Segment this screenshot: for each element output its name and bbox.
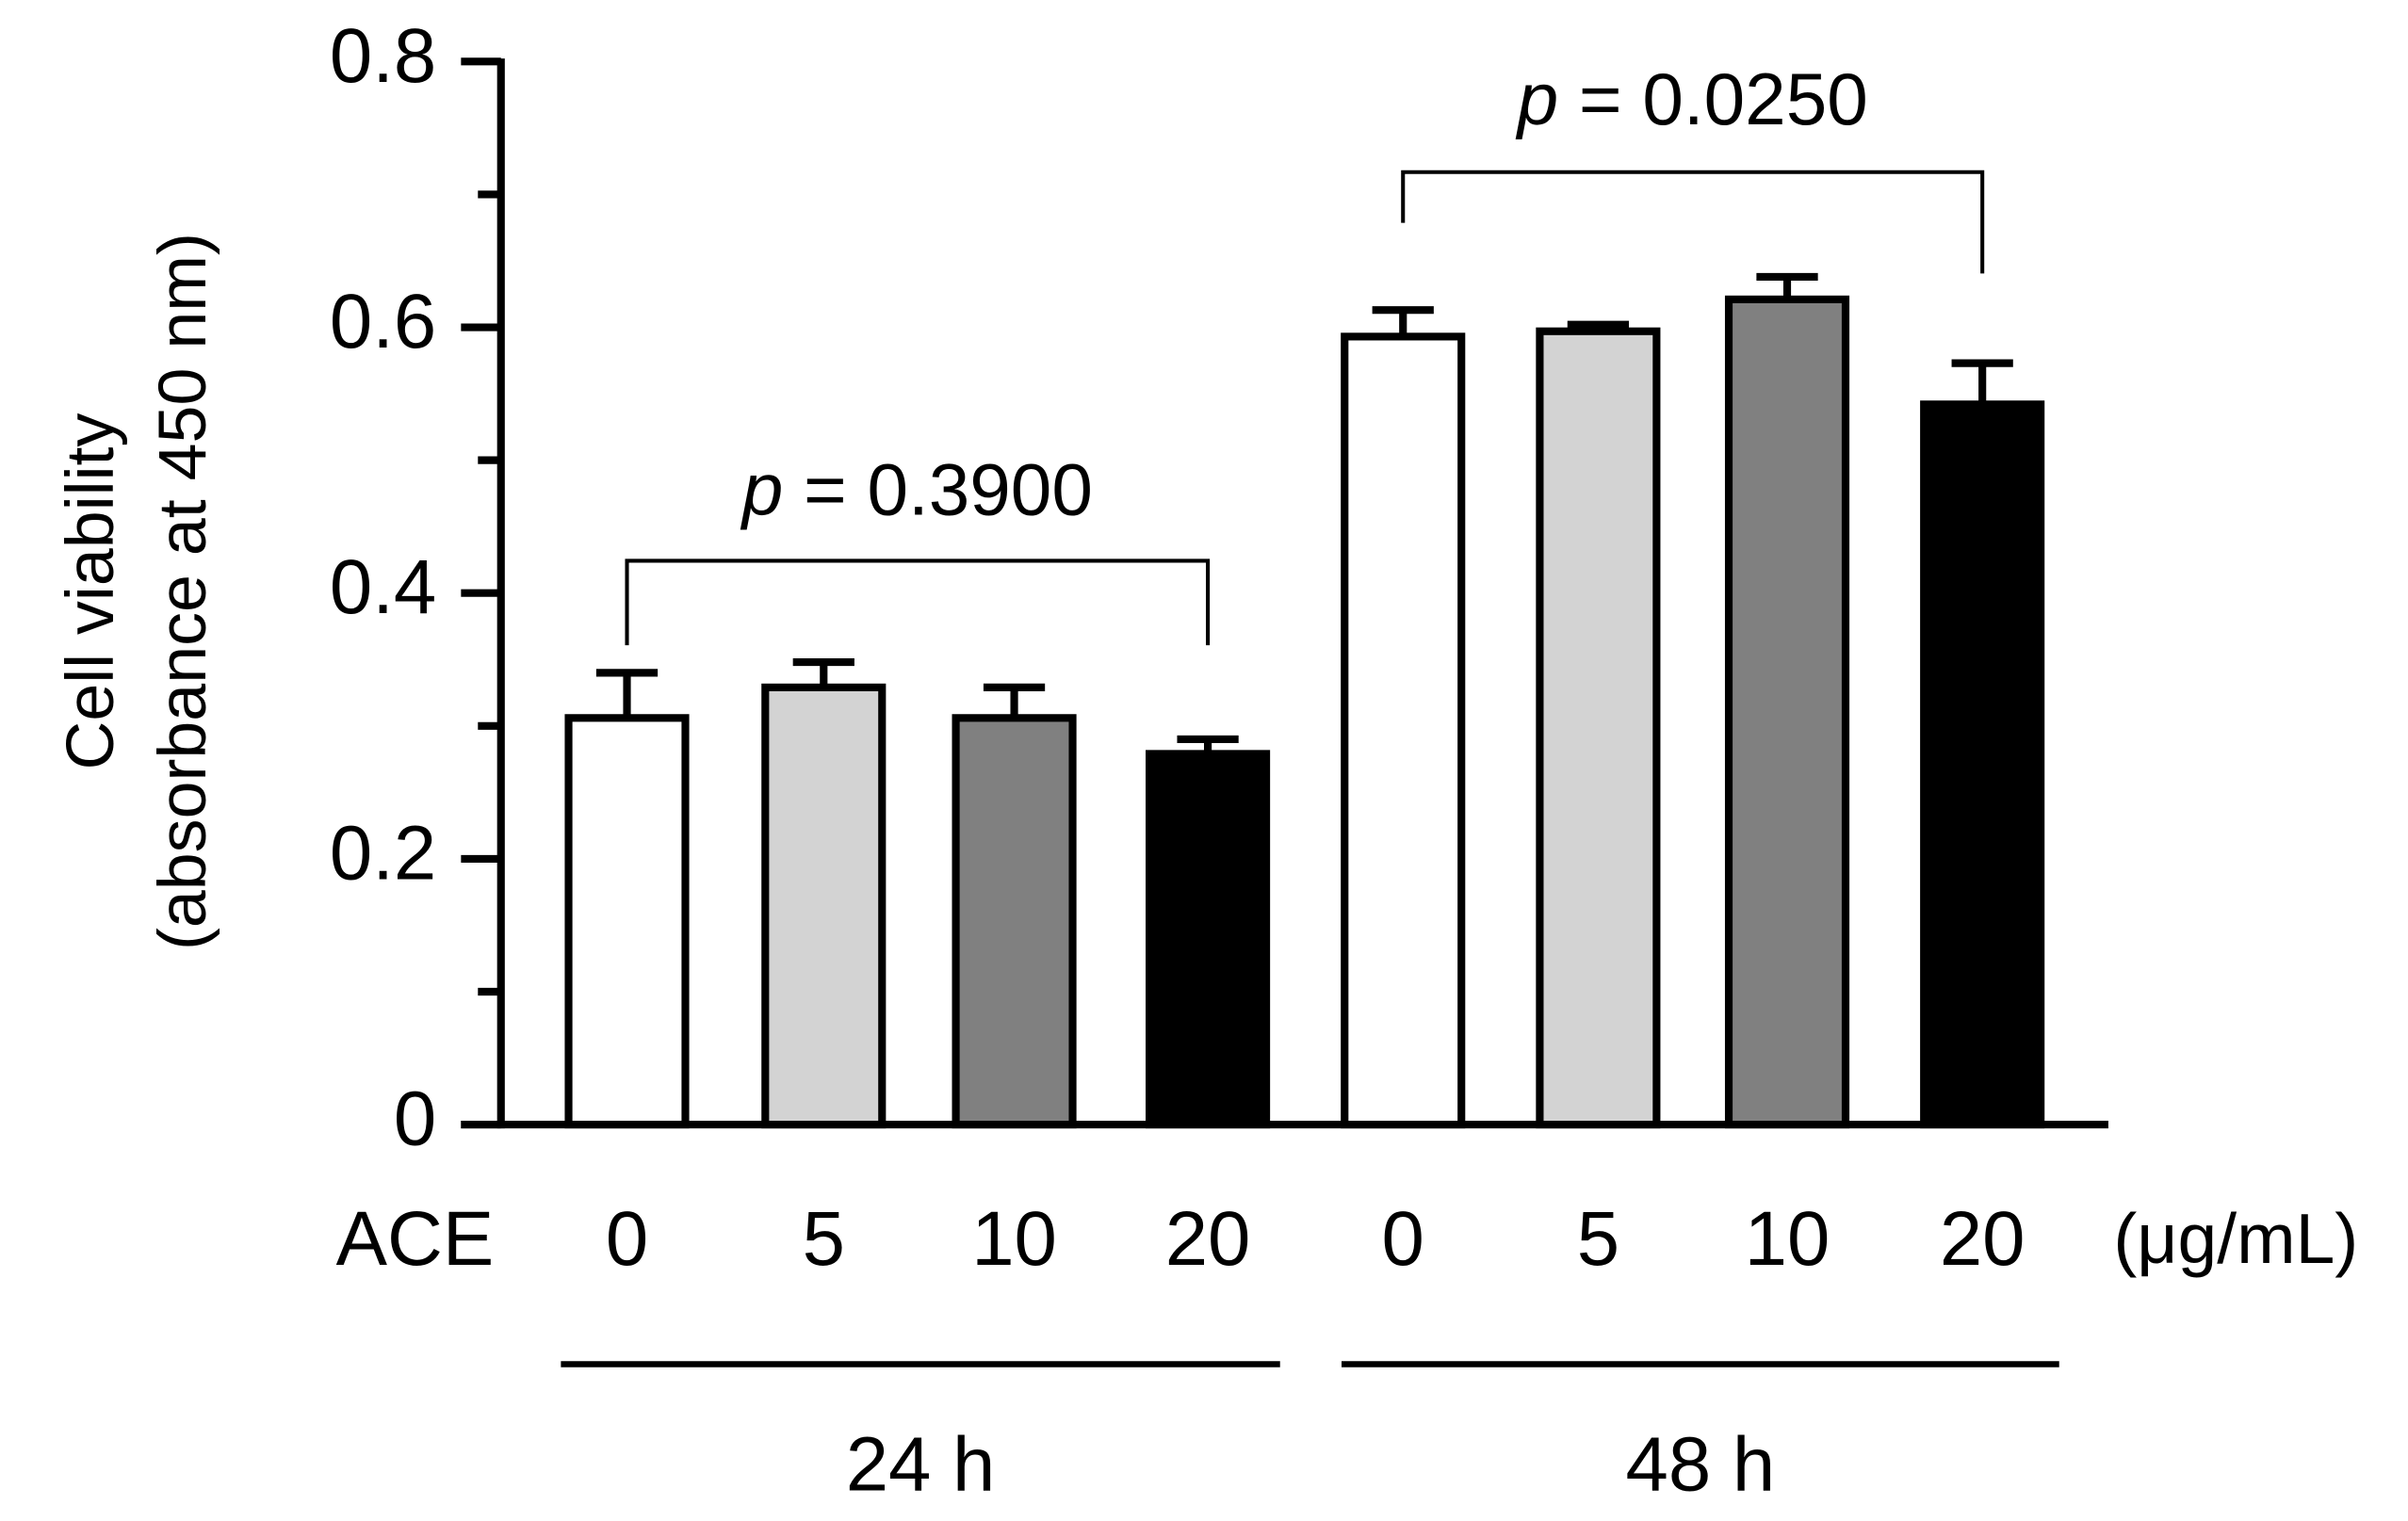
x-tick-label: 20 bbox=[1165, 1196, 1251, 1282]
y-tick-label: 0.2 bbox=[330, 810, 436, 896]
bar bbox=[1146, 750, 1271, 1129]
bar bbox=[1536, 327, 1661, 1129]
y-tick-label: 0.4 bbox=[330, 544, 436, 630]
x-tick-label: 10 bbox=[1745, 1196, 1830, 1282]
x-tick-label: 5 bbox=[1577, 1196, 1619, 1282]
y-tick-label: 0.8 bbox=[330, 13, 436, 99]
bar bbox=[761, 683, 887, 1129]
bar bbox=[1341, 332, 1466, 1129]
x-tick-label: 5 bbox=[803, 1196, 845, 1282]
y-tick-label: 0.6 bbox=[330, 279, 436, 364]
x-tick-label: 10 bbox=[971, 1196, 1057, 1282]
significance-bracket bbox=[625, 558, 1211, 646]
y-axis-title-line: (absorbance at 450 nm) bbox=[145, 233, 220, 950]
annotation-text: = 0.0250 bbox=[1579, 57, 1868, 140]
annotation: p = 0.3900 bbox=[740, 447, 1093, 530]
y-axis-title-line: Cell viability bbox=[53, 413, 128, 770]
x-axis-title: ACE bbox=[336, 1196, 495, 1282]
bar bbox=[1724, 295, 1850, 1129]
annotation-text: = 0.3900 bbox=[804, 447, 1093, 530]
group-label: 24 h bbox=[846, 1422, 996, 1508]
y-tick-label: 0 bbox=[394, 1076, 436, 1162]
y-axis-title: Cell viability (absorbance at 450 nm) bbox=[53, 233, 220, 950]
annotation-symbol: p bbox=[740, 447, 784, 530]
x-tick-label: 0 bbox=[1382, 1196, 1424, 1282]
annotation: p = 0.0250 bbox=[1516, 57, 1868, 140]
x-tick-label: 0 bbox=[606, 1196, 648, 1282]
annotation-symbol: p bbox=[1516, 57, 1559, 140]
group-label: 48 h bbox=[1625, 1422, 1775, 1508]
x-tick-label: 20 bbox=[1940, 1196, 2026, 1282]
bar bbox=[952, 714, 1077, 1129]
bar bbox=[564, 714, 690, 1129]
significance-bracket bbox=[1401, 170, 1985, 274]
bar bbox=[1920, 400, 2045, 1129]
unit-label: (μg/mL) bbox=[2113, 1199, 2358, 1278]
